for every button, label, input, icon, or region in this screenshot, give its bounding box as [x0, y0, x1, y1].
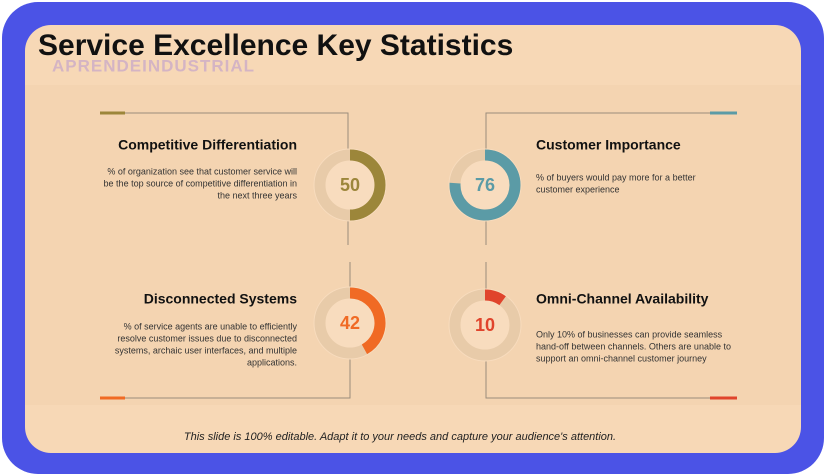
- stat-body: % of buyers would pay more for a better: [536, 172, 696, 182]
- stat-body: support an omni-channel customer journey: [536, 353, 707, 363]
- stat-body: Only 10% of businesses can provide seaml…: [536, 329, 723, 339]
- donut-value: 76: [475, 175, 495, 195]
- stat-body: % of organization see that customer serv…: [107, 166, 297, 176]
- stat-heading: Omni-Channel Availability: [536, 291, 709, 307]
- watermark: APRENDEINDUSTRIAL: [52, 56, 255, 75]
- donut-value: 50: [340, 175, 360, 195]
- stat-body: hand-off between channels. Others are un…: [536, 341, 731, 351]
- donut-arc: [449, 149, 521, 221]
- stat-body: the next three years: [217, 190, 297, 200]
- stat-heading: Disconnected Systems: [144, 291, 297, 307]
- donut-arc: [349, 287, 386, 355]
- stat-body: be the top source of competitive differe…: [104, 178, 297, 188]
- stat-body: resolve customer issues due to disconnec…: [117, 333, 297, 343]
- donut-arc: [349, 149, 386, 221]
- donut-value: 10: [475, 315, 495, 335]
- background-photo: [25, 85, 801, 405]
- slide-title: Service Excellence Key Statistics: [38, 29, 513, 62]
- donut-value: 42: [340, 313, 360, 333]
- footer-note: This slide is 100% editable. Adapt it to…: [184, 431, 616, 443]
- stat-body: systems, archaic user interfaces, and mu…: [115, 345, 297, 355]
- donut-arc: [484, 289, 506, 306]
- stat-body: % of service agents are unable to effici…: [124, 321, 298, 331]
- stat-body: applications.: [247, 357, 297, 367]
- stat-heading: Competitive Differentiation: [118, 137, 297, 153]
- stat-body: customer experience: [536, 184, 620, 194]
- stat-heading: Customer Importance: [536, 137, 681, 153]
